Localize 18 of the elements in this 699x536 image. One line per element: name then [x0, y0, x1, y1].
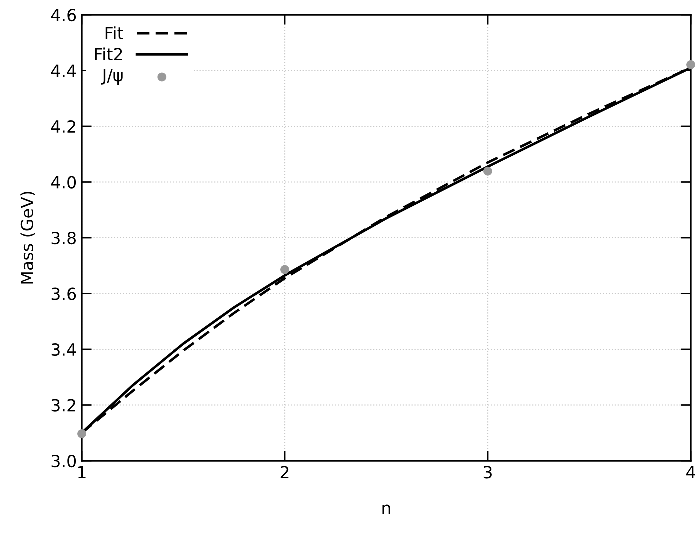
y-tick-label: 4.0: [51, 176, 76, 189]
y-tick-label: 4.2: [51, 120, 76, 133]
legend-label: J/ψ: [101, 69, 123, 86]
x-axis-title: n: [382, 504, 390, 514]
x-tick-label: 1: [78, 466, 86, 479]
y-tick-label: 4.4: [51, 64, 76, 78]
x-tick-label: 4: [686, 466, 696, 479]
y-tick-label: 3.0: [52, 454, 76, 468]
legend-label: Fit2: [95, 48, 122, 60]
y-tick-label: 3.4: [52, 343, 76, 356]
y-tick-label: 3.8: [52, 232, 76, 245]
y-tick-label: 4.6: [51, 8, 76, 22]
x-tick-label: 2: [280, 466, 289, 479]
x-tick-label: 3: [484, 466, 492, 479]
legend-label: Fit: [106, 26, 124, 40]
y-tick-label: 3.6: [52, 288, 76, 300]
y-tick-label: 3.2: [52, 399, 76, 412]
y-axis-title: Mass (GeV): [20, 192, 36, 284]
